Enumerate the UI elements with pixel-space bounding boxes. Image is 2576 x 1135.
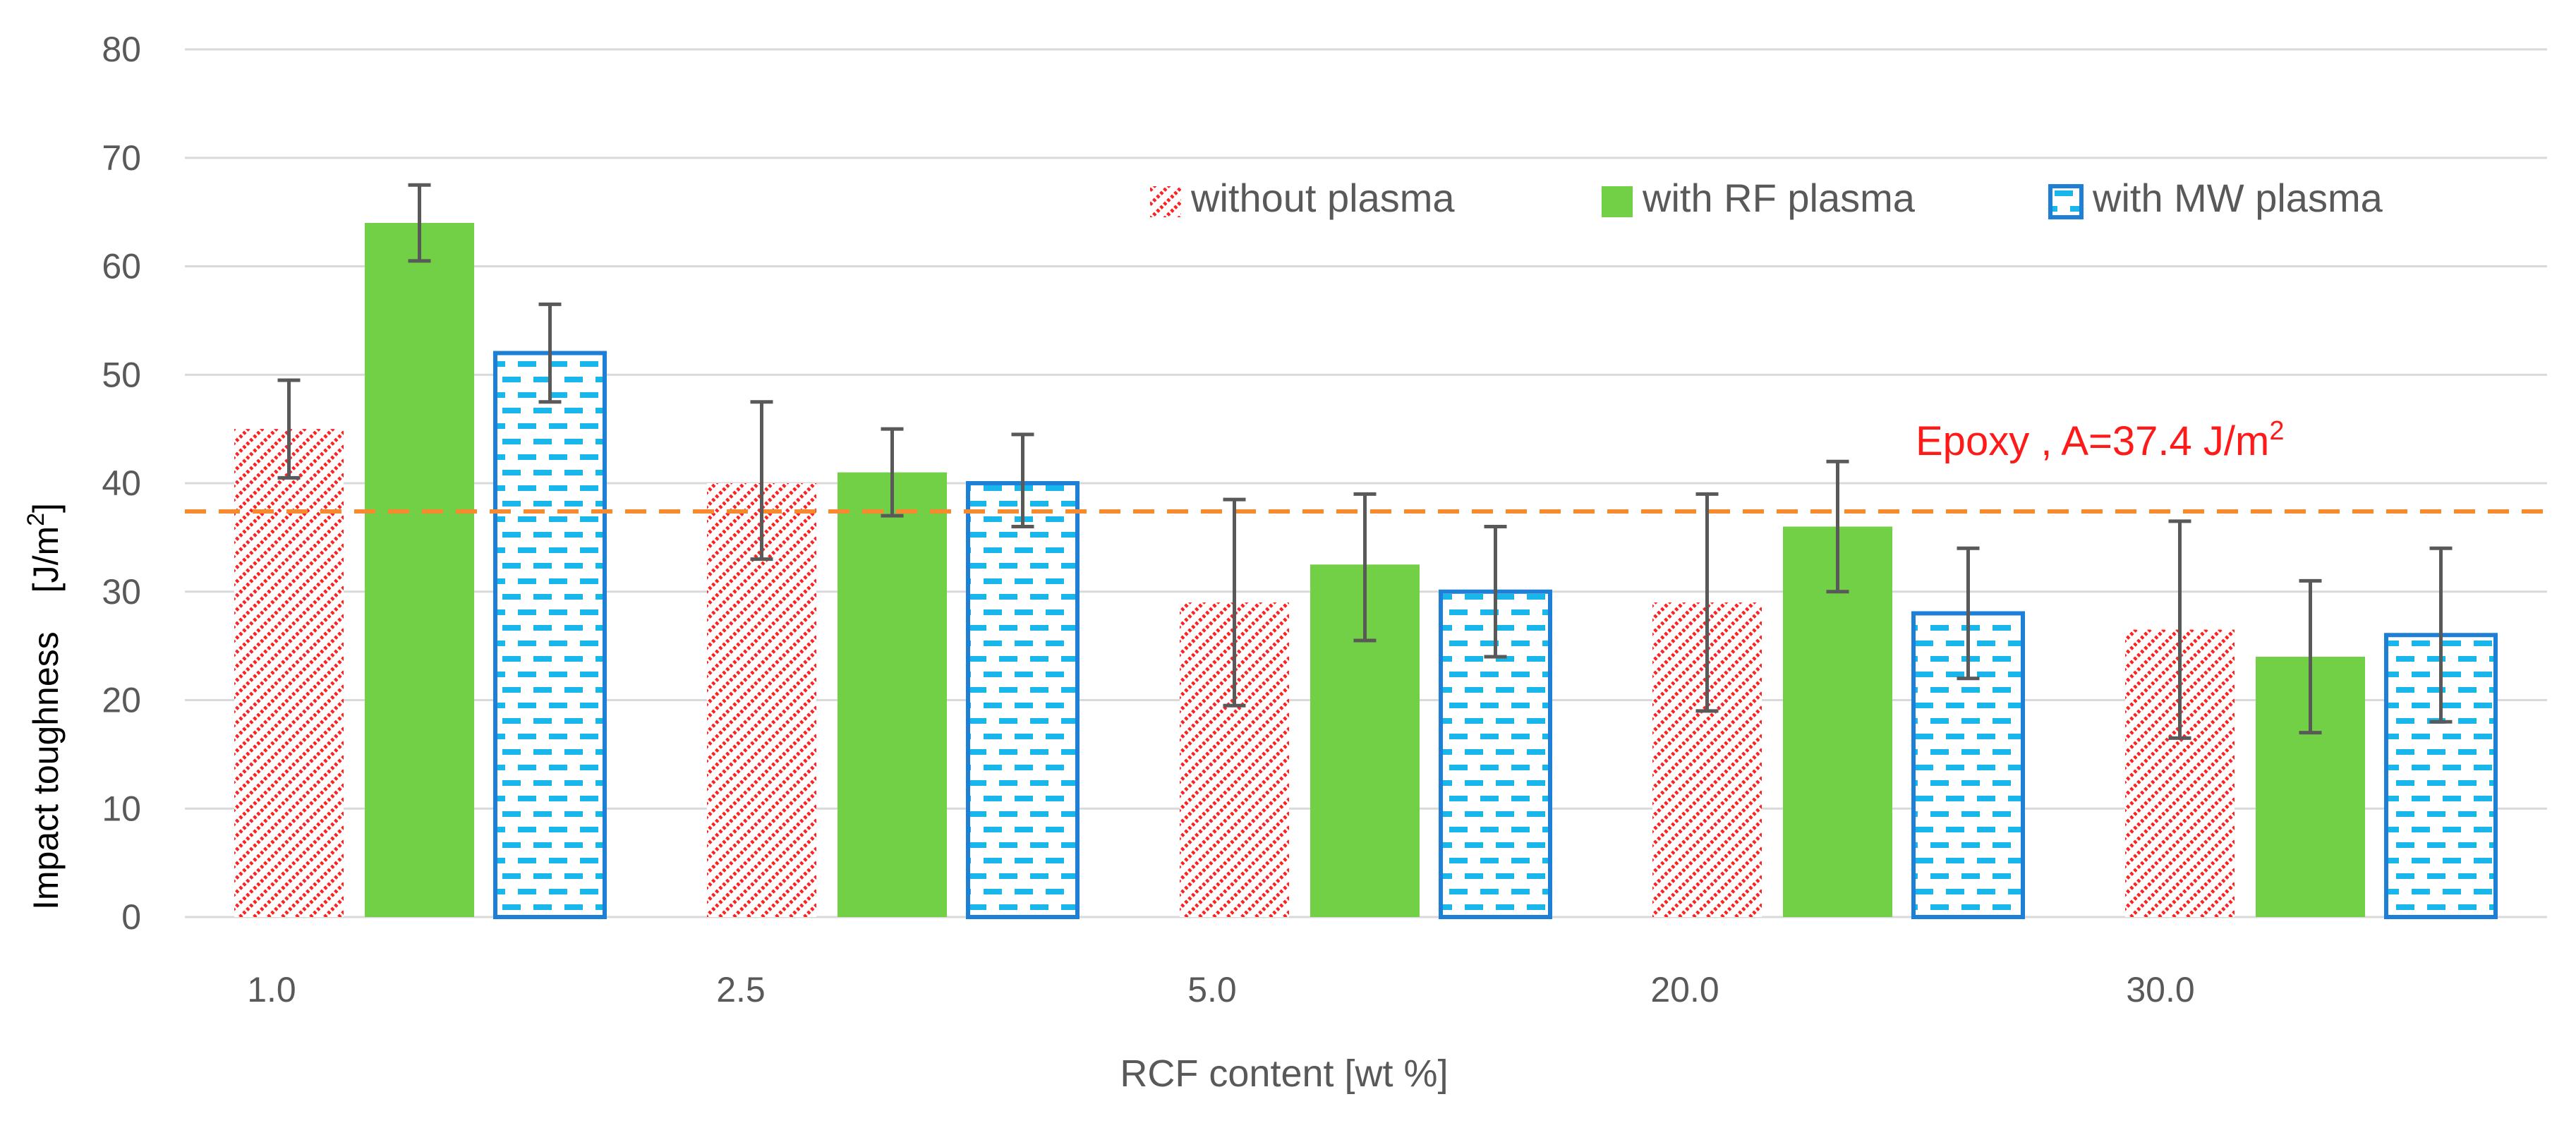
legend-label-with-mw-plasma: with MW plasma [2092,176,2383,220]
error-bar-without-plasma-5.0 [1223,497,1246,708]
x-tick-label-20.0: 20.0 [1650,970,1719,1009]
error-bar-without-plasma-20.0 [1695,492,1719,713]
bar-with-MW-plasma-1.0 [493,351,607,919]
error-bar-with-MW-plasma-5.0 [1484,525,1507,659]
error-bar-with-RF-plasma-1.0 [408,183,431,263]
error-bar-with-MW-plasma-1.0 [538,302,562,404]
x-tick-label-1.0: 1.0 [247,970,296,1009]
error-bar-with-MW-plasma-2.5 [1011,432,1034,528]
error-bar-with-RF-plasma-5.0 [1353,492,1377,643]
x-tick-label-30.0: 30.0 [2126,970,2194,1009]
y-tick-label-30: 30 [102,572,141,612]
error-bar-with-MW-plasma-20.0 [1957,546,1980,681]
legend-item-with-mw-plasma: with MW plasma [2048,176,2383,220]
x-axis-ticks: 1.0 2.5 5.0 20.0 30.0 [247,970,2194,1009]
x-tick-label-5.0: 5.0 [1187,970,1237,1009]
y-axis-ticks: 0 10 20 30 40 50 60 70 80 [102,30,141,937]
legend-swatch-with-rf-plasma [1602,186,1633,217]
legend-swatch-without-plasma [1150,186,1181,217]
y-tick-label-70: 70 [102,138,141,178]
bar-without-plasma-1.0 [234,429,344,917]
y-tick-label-40: 40 [102,463,141,503]
legend-item-with-rf-plasma: with RF plasma [1602,176,1916,220]
y-tick-label-0: 0 [121,897,141,937]
legend-label-without-plasma: without plasma [1190,176,1455,220]
y-tick-label-20: 20 [102,681,141,720]
legend-swatch-with-mw-plasma [2048,184,2084,219]
error-bar-without-plasma-30.0 [2168,519,2191,740]
y-tick-label-80: 80 [102,30,141,69]
legend-label-with-rf-plasma: with RF plasma [1642,176,1916,220]
error-bar-without-plasma-2.5 [750,400,773,562]
epoxy-reference-label: Epoxy , A=37.4 J/m2 [1916,416,2284,464]
x-tick-label-2.5: 2.5 [716,970,766,1009]
error-bars [277,183,2453,740]
y-axis-title: Impact toughness[J/m2] [23,503,66,910]
bar-with-RF-plasma-1.0 [365,223,474,917]
error-bar-with-MW-plasma-30.0 [2429,546,2453,724]
bar-with-RF-plasma-2.5 [837,472,947,917]
error-bar-with-RF-plasma-30.0 [2299,578,2322,735]
error-bar-with-RF-plasma-20.0 [1826,459,1849,594]
error-bar-without-plasma-1.0 [277,378,301,480]
y-tick-label-10: 10 [102,789,141,828]
legend: without plasma with RF plasma with MW pl… [1150,176,2383,220]
error-bar-with-RF-plasma-2.5 [881,427,904,518]
y-tick-label-60: 60 [102,247,141,286]
bar-with-MW-plasma-2.5 [966,481,1080,919]
legend-item-without-plasma: without plasma [1150,176,1455,220]
y-tick-label-50: 50 [102,355,141,394]
x-axis-title: RCF content [wt %] [1120,1052,1448,1095]
